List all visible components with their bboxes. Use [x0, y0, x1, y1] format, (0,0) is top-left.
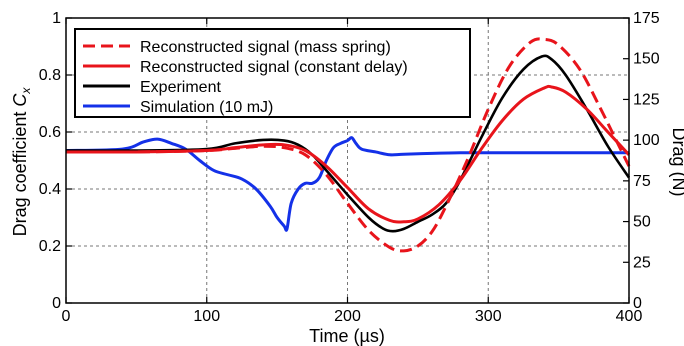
x-tick-label: 400 [616, 308, 643, 325]
y-left-axis-title-symbol: C [10, 93, 30, 107]
x-tick-label: 0 [62, 308, 71, 325]
legend-box [74, 28, 471, 118]
y-left-axis-title-main: Drag coefficient [10, 107, 30, 237]
y-right-tick-label: 75 [633, 173, 651, 190]
x-tick-label: 200 [334, 308, 361, 325]
grid-lines [66, 18, 629, 303]
x-tick-label: 100 [193, 308, 220, 325]
y-left-tick-label: 0.6 [39, 124, 61, 141]
y-right-tick-label: 50 [633, 214, 651, 231]
series-line-reconstructed-signal-mass-spring [65, 37, 631, 253]
series-line-experiment [65, 54, 631, 233]
y-right-tick-label: 100 [633, 132, 660, 149]
axis-tick-labels: 0 100 200 300 40000.20.40.60.810255075100125… [39, 10, 660, 325]
y-right-tick-label: 25 [633, 254, 651, 271]
y-right-axis-title: Drag (N) [669, 127, 684, 196]
y-left-axis-title: Drag coefficient Cx [10, 87, 33, 237]
y-left-tick-label: 0.2 [39, 238, 61, 255]
legend: Reconstructed signal (mass spring) Recons… [74, 28, 471, 118]
legend-label-reconstructed-signal-mass-spring: Reconstructed signal (mass spring) [140, 39, 391, 56]
series-line-simulation-10-mj [65, 136, 629, 232]
y-right-tick-label: 175 [633, 10, 660, 27]
y-left-axis-title-subscript: x [19, 87, 33, 95]
y-left-tick-label: 0.4 [39, 181, 61, 198]
x-tick-label: 300 [475, 308, 502, 325]
y-right-tick-label: 150 [633, 51, 660, 68]
y-left-tick-label: 1 [52, 10, 61, 27]
legend-label-experiment: Experiment [140, 79, 221, 96]
series-lines [65, 37, 631, 253]
y-right-tick-label: 125 [633, 91, 660, 108]
y-right-tick-label: 0 [633, 295, 642, 312]
legend-label-simulation-10-mj: Simulation (10 mJ) [140, 99, 273, 116]
y-left-tick-label: 0.8 [39, 67, 61, 84]
legend-label-reconstructed-signal-constant-delay: Reconstructed signal (constant delay) [140, 59, 408, 76]
y-left-tick-label: 0 [52, 295, 61, 312]
axis-ticks [65, 17, 630, 304]
x-axis-title: Time (µs) [309, 326, 385, 346]
